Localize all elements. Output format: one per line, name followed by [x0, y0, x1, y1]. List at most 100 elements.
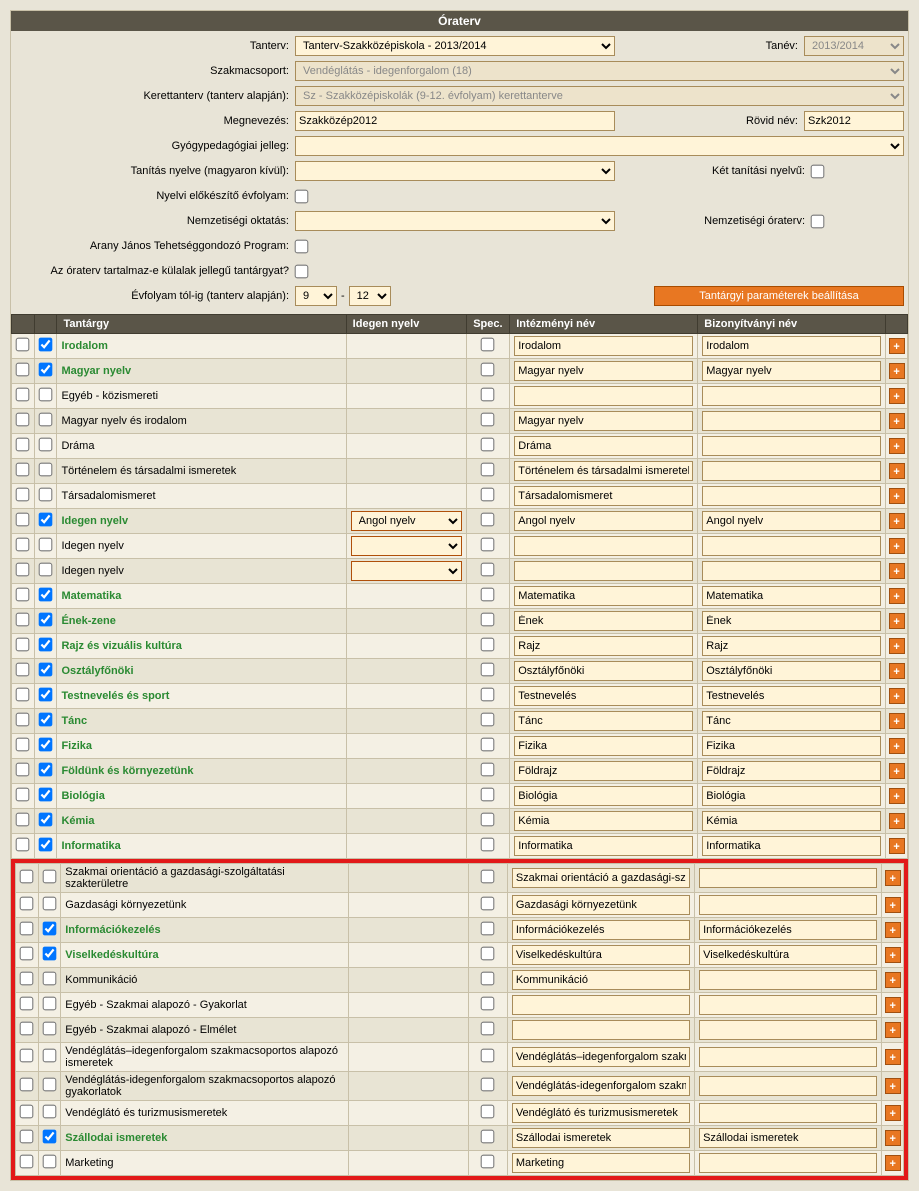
- inst-input[interactable]: [512, 895, 690, 915]
- row-expand-checkbox[interactable]: [16, 363, 30, 377]
- plus-icon[interactable]: +: [889, 838, 905, 854]
- row-expand-checkbox[interactable]: [20, 870, 34, 884]
- row-expand-checkbox[interactable]: [16, 563, 30, 577]
- row-select-checkbox[interactable]: [43, 897, 57, 911]
- inst-input[interactable]: [514, 836, 693, 856]
- row-expand-checkbox[interactable]: [16, 413, 30, 427]
- spec-checkbox[interactable]: [481, 688, 495, 702]
- row-select-checkbox[interactable]: [39, 688, 53, 702]
- plus-icon[interactable]: +: [889, 813, 905, 829]
- spec-checkbox[interactable]: [481, 1105, 495, 1119]
- row-expand-checkbox[interactable]: [16, 388, 30, 402]
- row-expand-checkbox[interactable]: [16, 463, 30, 477]
- spec-checkbox[interactable]: [481, 1078, 495, 1092]
- cert-input[interactable]: [702, 386, 881, 406]
- row-select-checkbox[interactable]: [39, 713, 53, 727]
- plus-icon[interactable]: +: [885, 1022, 901, 1038]
- spec-checkbox[interactable]: [481, 563, 495, 577]
- plus-icon[interactable]: +: [889, 563, 905, 579]
- tanitasnyelve-select[interactable]: [295, 161, 615, 181]
- plus-icon[interactable]: +: [889, 363, 905, 379]
- spec-checkbox[interactable]: [481, 713, 495, 727]
- spec-checkbox[interactable]: [481, 870, 495, 884]
- inst-input[interactable]: [512, 1153, 690, 1173]
- cert-input[interactable]: [699, 1047, 877, 1067]
- nemzetoktatas-select[interactable]: [295, 211, 615, 231]
- cert-input[interactable]: [699, 1128, 877, 1148]
- plus-icon[interactable]: +: [885, 997, 901, 1013]
- spec-checkbox[interactable]: [481, 838, 495, 852]
- spec-checkbox[interactable]: [481, 738, 495, 752]
- row-select-checkbox[interactable]: [43, 1078, 57, 1092]
- row-select-checkbox[interactable]: [43, 1155, 57, 1169]
- inst-input[interactable]: [514, 711, 693, 731]
- plus-icon[interactable]: +: [889, 663, 905, 679]
- spec-checkbox[interactable]: [481, 1155, 495, 1169]
- row-expand-checkbox[interactable]: [16, 338, 30, 352]
- cert-input[interactable]: [699, 1153, 877, 1173]
- szakmacsoport-select[interactable]: Vendéglátás - idegenforgalom (18): [295, 61, 904, 81]
- row-select-checkbox[interactable]: [39, 763, 53, 777]
- cert-input[interactable]: [702, 836, 881, 856]
- row-select-checkbox[interactable]: [43, 972, 57, 986]
- row-select-checkbox[interactable]: [39, 413, 53, 427]
- row-select-checkbox[interactable]: [39, 738, 53, 752]
- cert-input[interactable]: [699, 1103, 877, 1123]
- plus-icon[interactable]: +: [889, 338, 905, 354]
- megnevezes-input[interactable]: [295, 111, 615, 131]
- plus-icon[interactable]: +: [889, 438, 905, 454]
- spec-checkbox[interactable]: [481, 613, 495, 627]
- spec-checkbox[interactable]: [481, 338, 495, 352]
- plus-icon[interactable]: +: [889, 413, 905, 429]
- row-select-checkbox[interactable]: [43, 1049, 57, 1063]
- inst-input[interactable]: [514, 811, 693, 831]
- cert-input[interactable]: [699, 868, 877, 888]
- cert-input[interactable]: [699, 970, 877, 990]
- inst-input[interactable]: [514, 686, 693, 706]
- inst-input[interactable]: [514, 561, 693, 581]
- plus-icon[interactable]: +: [889, 788, 905, 804]
- row-select-checkbox[interactable]: [43, 997, 57, 1011]
- evfolyam-from-select[interactable]: 9: [295, 286, 337, 306]
- row-expand-checkbox[interactable]: [20, 1155, 34, 1169]
- kulalak-checkbox[interactable]: [295, 264, 309, 278]
- row-expand-checkbox[interactable]: [16, 713, 30, 727]
- row-select-checkbox[interactable]: [39, 588, 53, 602]
- inst-input[interactable]: [514, 361, 693, 381]
- cert-input[interactable]: [702, 461, 881, 481]
- plus-icon[interactable]: +: [885, 947, 901, 963]
- aranyjanos-checkbox[interactable]: [295, 239, 309, 253]
- row-expand-checkbox[interactable]: [20, 947, 34, 961]
- row-expand-checkbox[interactable]: [20, 972, 34, 986]
- cert-input[interactable]: [702, 411, 881, 431]
- nemzoraterv-checkbox[interactable]: [811, 214, 825, 228]
- evfolyam-to-select[interactable]: 12: [349, 286, 391, 306]
- spec-checkbox[interactable]: [481, 488, 495, 502]
- spec-checkbox[interactable]: [481, 1022, 495, 1036]
- row-select-checkbox[interactable]: [39, 538, 53, 552]
- row-expand-checkbox[interactable]: [20, 997, 34, 1011]
- inst-input[interactable]: [514, 336, 693, 356]
- spec-checkbox[interactable]: [481, 788, 495, 802]
- row-select-checkbox[interactable]: [43, 947, 57, 961]
- spec-checkbox[interactable]: [481, 922, 495, 936]
- plus-icon[interactable]: +: [889, 538, 905, 554]
- row-select-checkbox[interactable]: [43, 870, 57, 884]
- cert-input[interactable]: [702, 661, 881, 681]
- cert-input[interactable]: [702, 711, 881, 731]
- row-select-checkbox[interactable]: [43, 922, 57, 936]
- row-expand-checkbox[interactable]: [16, 588, 30, 602]
- cert-input[interactable]: [702, 561, 881, 581]
- row-expand-checkbox[interactable]: [16, 788, 30, 802]
- plus-icon[interactable]: +: [885, 897, 901, 913]
- cert-input[interactable]: [699, 945, 877, 965]
- row-select-checkbox[interactable]: [39, 788, 53, 802]
- row-select-checkbox[interactable]: [39, 463, 53, 477]
- row-expand-checkbox[interactable]: [16, 488, 30, 502]
- spec-checkbox[interactable]: [481, 513, 495, 527]
- plus-icon[interactable]: +: [889, 513, 905, 529]
- cert-input[interactable]: [699, 1076, 877, 1096]
- row-expand-checkbox[interactable]: [16, 538, 30, 552]
- plus-icon[interactable]: +: [885, 870, 901, 886]
- inst-input[interactable]: [514, 411, 693, 431]
